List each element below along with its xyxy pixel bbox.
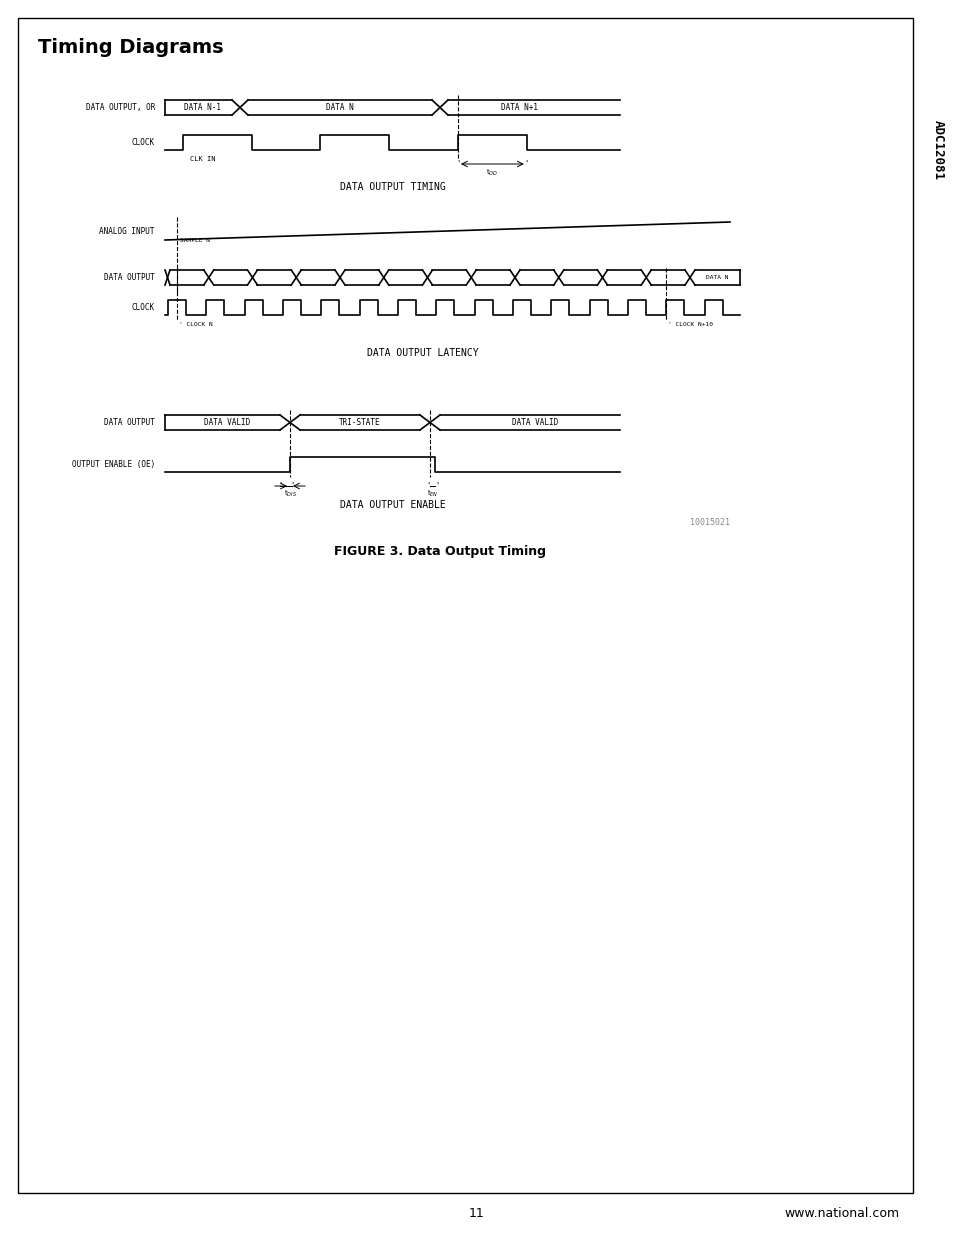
Text: FIGURE 3. Data Output Timing: FIGURE 3. Data Output Timing <box>334 545 545 558</box>
Text: DATA OUTPUT LATENCY: DATA OUTPUT LATENCY <box>366 348 477 358</box>
Text: DATA N: DATA N <box>705 275 728 280</box>
Text: ADC12081: ADC12081 <box>930 120 943 180</box>
Text: ANALOG INPUT: ANALOG INPUT <box>99 226 154 236</box>
Text: ': ' <box>278 482 281 490</box>
Text: Timing Diagrams: Timing Diagrams <box>38 38 223 57</box>
Text: t$_{EN}$: t$_{EN}$ <box>426 489 437 499</box>
Text: ': ' <box>525 159 527 168</box>
Text: DATA VALID: DATA VALID <box>512 417 558 427</box>
Text: www.national.com: www.national.com <box>784 1207 899 1220</box>
Text: ': ' <box>436 482 437 490</box>
Text: ': ' <box>291 482 293 490</box>
Text: DATA N: DATA N <box>326 103 354 112</box>
Text: CLOCK: CLOCK <box>132 303 154 312</box>
Text: ': ' <box>426 482 429 490</box>
Text: DATA OUTPUT: DATA OUTPUT <box>104 273 154 282</box>
Text: DATA OUTPUT, OR: DATA OUTPUT, OR <box>86 103 154 112</box>
Text: DATA OUTPUT: DATA OUTPUT <box>104 417 154 427</box>
Text: ' CLOCK N: ' CLOCK N <box>179 322 213 327</box>
Text: SAMPLE N: SAMPLE N <box>180 238 210 243</box>
Text: t$_{OD}$: t$_{OD}$ <box>486 168 498 178</box>
Text: DATA OUTPUT ENABLE: DATA OUTPUT ENABLE <box>339 500 445 510</box>
Text: CLOCK: CLOCK <box>132 138 154 147</box>
Text: DATA VALID: DATA VALID <box>204 417 251 427</box>
Text: t$_{DIS}$: t$_{DIS}$ <box>283 489 296 499</box>
Text: DATA OUTPUT TIMING: DATA OUTPUT TIMING <box>339 182 445 191</box>
Text: ' CLOCK N+10: ' CLOCK N+10 <box>668 322 713 327</box>
Text: DATA N+1: DATA N+1 <box>501 103 537 112</box>
Text: TRI-STATE: TRI-STATE <box>339 417 380 427</box>
Text: OUTPUT ENABLE (OE): OUTPUT ENABLE (OE) <box>71 459 154 469</box>
Text: DATA N-1: DATA N-1 <box>184 103 221 112</box>
Text: ': ' <box>456 159 458 168</box>
Text: 11: 11 <box>469 1207 484 1220</box>
Text: 10015021: 10015021 <box>689 517 729 527</box>
Text: CLK IN: CLK IN <box>190 156 215 162</box>
